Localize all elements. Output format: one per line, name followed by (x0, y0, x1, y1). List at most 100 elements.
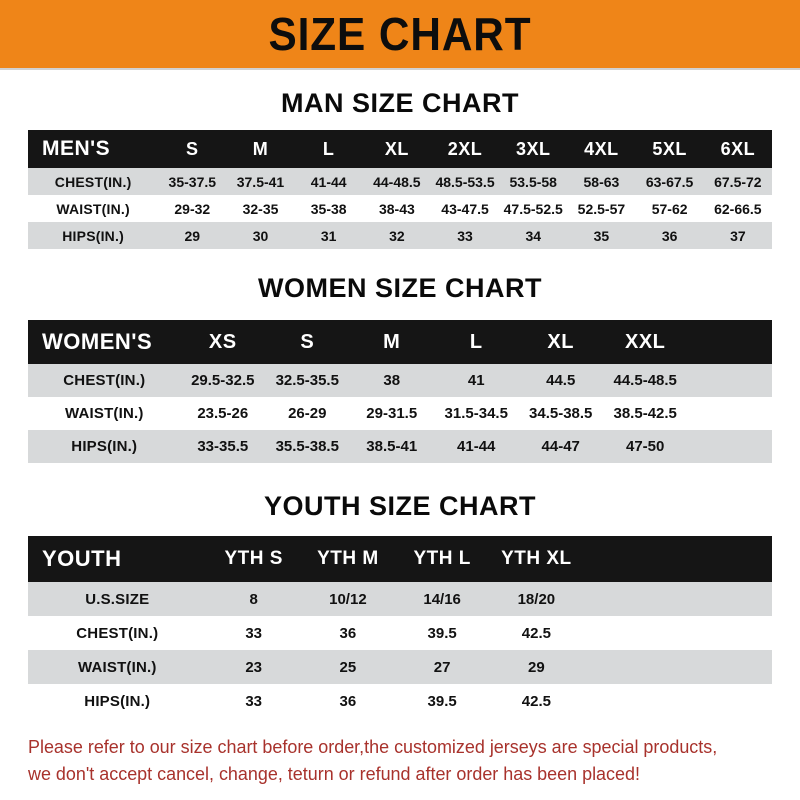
youth-cell-empty (583, 582, 677, 616)
page-title: SIZE CHART (268, 8, 532, 60)
table-row: U.S.SIZE 8 10/12 14/16 18/20 (28, 582, 772, 616)
women-cell: 38.5-42.5 (613, 405, 677, 422)
women-cell-empty (687, 430, 772, 463)
youth-section-title: YOUTH SIZE CHART (263, 491, 536, 521)
youth-row-label: U.S.SIZE (85, 590, 150, 608)
table-row: CHEST(IN.) 33 36 39.5 42.5 (28, 616, 772, 650)
women-size-header-s: S (300, 330, 315, 353)
youth-cell-empty (678, 616, 772, 650)
men-size-header-2xl: 2XL (447, 138, 483, 159)
men-row-label: HIPS(IN.) (62, 227, 124, 244)
youth-cell-empty (678, 684, 772, 718)
youth-cell: 23 (245, 658, 262, 676)
men-size-header-s: S (186, 138, 199, 159)
men-cell: 35-37.5 (168, 173, 217, 190)
men-cell: 29 (184, 227, 201, 244)
men-section-title: MAN SIZE CHART (281, 88, 519, 118)
men-cell: 43-47.5 (441, 200, 489, 217)
men-cell: 29-32 (174, 200, 211, 217)
youth-size-header-yth-l: YTH L (413, 548, 471, 569)
women-cell: 47-50 (626, 438, 665, 455)
youth-cell-empty (583, 684, 677, 718)
men-cell: 31 (320, 227, 337, 244)
women-cell: 32.5-35.5 (275, 372, 339, 389)
men-cell: 35 (593, 227, 610, 244)
youth-row-label: WAIST(IN.) (77, 658, 157, 676)
order-policy-note: Please refer to our size chart before or… (28, 734, 750, 788)
women-size-header-xl: XL (547, 330, 574, 353)
men-size-header-3xl: 3XL (515, 138, 551, 159)
youth-cell: 29 (528, 658, 545, 676)
men-cell: 44-48.5 (373, 173, 421, 190)
order-policy-line-1: Please refer to our size chart before or… (28, 736, 718, 757)
youth-cell: 27 (433, 658, 451, 676)
youth-cell-empty (678, 582, 772, 616)
men-cell: 33 (457, 227, 473, 244)
men-cell: 38-43 (378, 200, 415, 217)
youth-size-section: YOUTH SIZE CHART YOUTH YTH S YTH M YTH L YTH… (0, 491, 800, 718)
men-cell: 41-44 (310, 173, 347, 190)
men-cell: 35-38 (310, 200, 347, 217)
women-row-label: HIPS(IN.) (71, 438, 138, 455)
women-size-header-xs: XS (208, 330, 237, 353)
men-cell: 67.5-72 (714, 173, 762, 190)
men-row-label: WAIST(IN.) (56, 200, 130, 217)
women-row-label: WAIST(IN.) (64, 405, 144, 422)
youth-row-label: HIPS(IN.) (84, 692, 151, 710)
women-cell: 23.5-26 (197, 405, 249, 422)
women-cell: 31.5-34.5 (444, 405, 508, 422)
men-size-header-m: M (252, 138, 269, 159)
men-size-header-5xl: 5XL (652, 138, 687, 159)
men-size-header-l: L (322, 138, 335, 159)
men-cell: 30 (252, 227, 269, 244)
women-size-header-m: M (383, 330, 401, 353)
youth-size-header-yth-m: YTH M (317, 548, 379, 569)
youth-size-header-yth-s: YTH S (224, 548, 283, 569)
men-size-header-4xl: 4XL (584, 138, 619, 159)
men-size-table: MEN'S S M L XL 2XL 3XL 4XL 5XL 6XL CHEST(IN.) 35-37… (28, 130, 772, 249)
youth-cell: 33 (245, 692, 262, 710)
youth-cell: 14/16 (423, 590, 461, 608)
women-cell: 44.5 (546, 372, 576, 389)
women-size-section: WOMEN SIZE CHART WOMEN'S XS S M L XL XXL CHEST(… (0, 273, 800, 463)
youth-header-label: YOUTH (42, 546, 122, 571)
women-cell-empty (687, 397, 772, 430)
men-cell: 58-63 (583, 173, 620, 190)
women-cell: 35.5-38.5 (275, 438, 339, 455)
youth-cell: 18/20 (517, 590, 556, 608)
women-cell: 34.5-38.5 (529, 405, 593, 422)
youth-cell: 10/12 (329, 590, 367, 608)
youth-row-label: CHEST(IN.) (76, 624, 159, 642)
table-row: HIPS(IN.) 33-35.5 35.5-38.5 38.5-41 41-44 44-… (28, 430, 772, 463)
women-size-header-empty (687, 320, 772, 364)
women-size-header-l: L (469, 330, 483, 353)
women-cell: 26-29 (288, 405, 327, 422)
table-row: CHEST(IN.) 35-37.5 37.5-41 41-44 44-48.5 48.5… (28, 168, 772, 195)
youth-table-header-row: YOUTH YTH S YTH M YTH L YTH XL (28, 536, 772, 582)
table-row: WAIST(IN.) 29-32 32-35 35-38 38-43 43-47.5 47.… (28, 195, 772, 222)
table-row: WAIST(IN.) 23.5-26 26-29 29-31.5 31.5-34.5 34… (28, 397, 772, 430)
men-cell: 63-67.5 (645, 173, 694, 190)
men-header-label: MEN'S (42, 137, 111, 160)
youth-cell: 36 (339, 624, 357, 642)
youth-cell: 25 (339, 658, 357, 676)
men-cell: 36 (661, 227, 678, 244)
women-cell: 29-31.5 (366, 405, 418, 422)
order-policy-line-2: we don't accept cancel, change, teturn o… (28, 762, 640, 784)
men-cell: 47.5-52.5 (503, 200, 563, 217)
men-cell: 57-62 (651, 200, 688, 217)
women-cell: 33-35.5 (197, 438, 249, 455)
women-cell: 44-47 (541, 438, 580, 455)
women-row-label: CHEST(IN.) (63, 372, 146, 389)
men-cell: 62-66.5 (714, 200, 762, 217)
women-cell: 38.5-41 (366, 438, 418, 455)
women-cell-empty (687, 364, 772, 397)
women-cell: 41-44 (457, 438, 496, 455)
youth-cell: 42.5 (521, 624, 551, 642)
youth-cell: 42.5 (521, 692, 551, 710)
women-cell: 41 (467, 372, 485, 389)
youth-cell: 39.5 (427, 624, 457, 642)
women-table-header-row: WOMEN'S XS S M L XL XXL (28, 320, 772, 364)
women-section-title: WOMEN SIZE CHART (258, 273, 542, 303)
youth-cell-empty (678, 650, 772, 684)
